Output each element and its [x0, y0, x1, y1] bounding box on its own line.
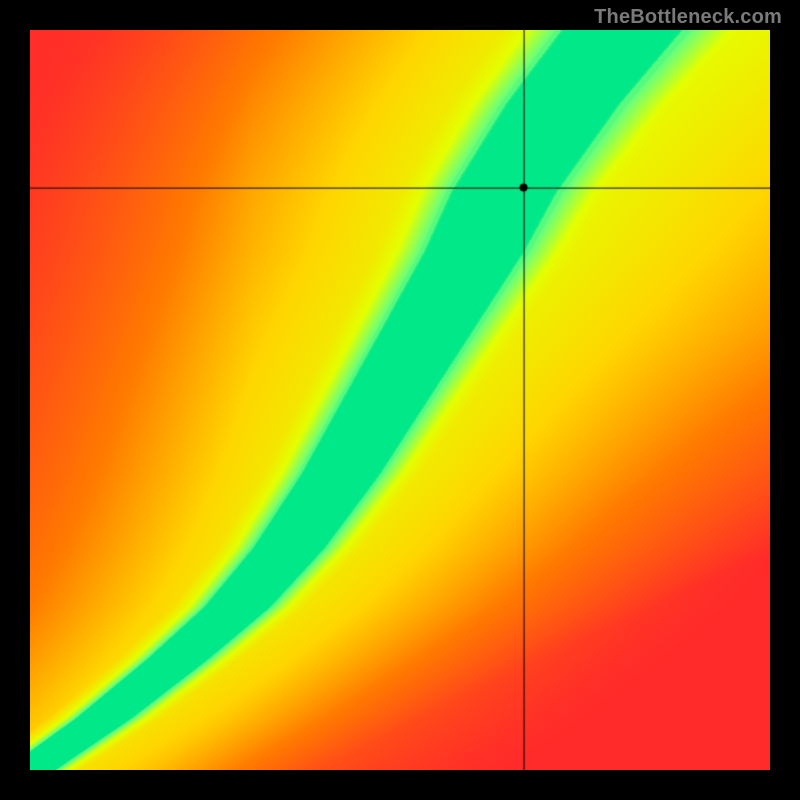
bottleneck-heatmap	[30, 30, 770, 770]
watermark-label: TheBottleneck.com	[594, 6, 782, 29]
